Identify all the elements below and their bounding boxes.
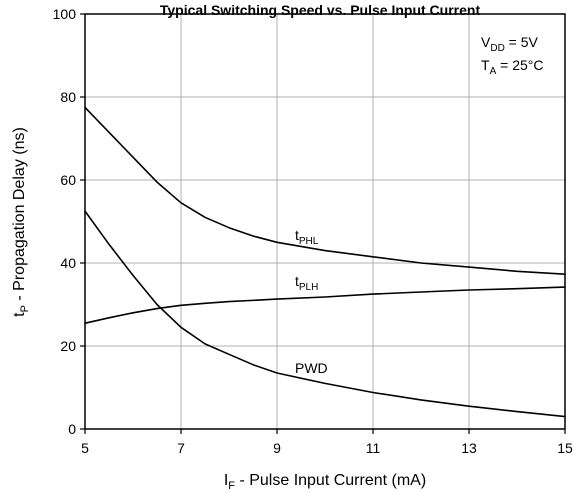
series-labels: tPHL tPLH PWD [295,227,328,376]
series-line-pwd [84,210,566,418]
y-tick-label: 60 [60,172,76,188]
condition-text: TA = 25°C [481,57,543,77]
x-tick-label: 11 [366,440,381,456]
grid [85,14,565,429]
y-tick-label: 0 [68,421,76,437]
x-tick-label: 13 [461,440,477,456]
y-tick-label: 40 [60,255,76,271]
chart-title: Typical Switching Speed vs. Pulse Input … [160,2,481,18]
x-tick-label: 5 [81,440,89,456]
series-label-tplh: tPLH [295,273,318,293]
series-line-tphl [84,106,566,276]
series-label-pwd: PWD [295,360,328,376]
x-tick-label: 9 [273,440,281,456]
y-axis-ticks: 0 20 40 60 80 100 [53,6,85,437]
x-axis-ticks: 5 7 9 11 13 15 [81,429,573,456]
y-tick-label: 80 [60,89,76,105]
plot-frame [84,13,566,430]
x-axis-title: IF - Pulse Input Current (mA) [224,472,426,492]
series-line-tplh [84,286,566,325]
y-tick-label: 20 [60,338,76,354]
series-group [84,106,566,418]
conditions-box: VDD = 5V TA = 25°C [481,34,543,77]
x-tick-label: 7 [177,440,185,456]
series-label-tphl: tPHL [295,227,319,247]
y-axis-title: tP - Propagation Delay (ns) [11,127,31,317]
condition-text: VDD = 5V [481,34,539,54]
y-tick-label: 100 [53,6,77,22]
x-tick-label: 15 [557,440,573,456]
